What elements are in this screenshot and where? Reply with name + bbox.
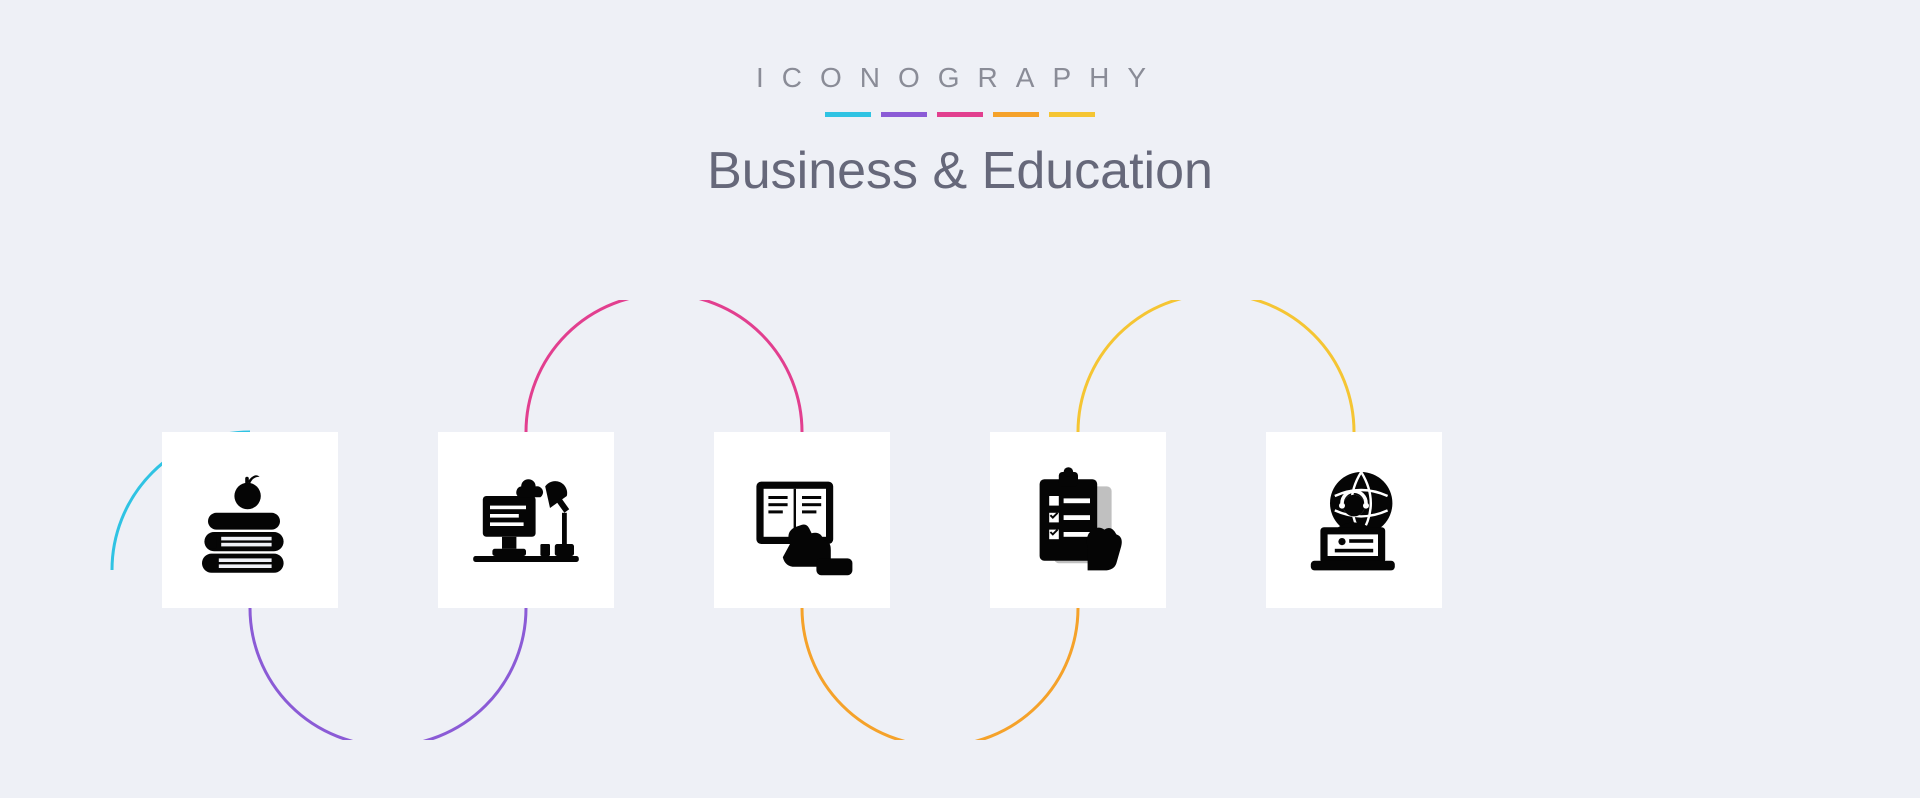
reading-book-hand-icon — [742, 460, 862, 580]
books-apple-icon — [190, 460, 310, 580]
accent-bar — [1049, 112, 1095, 117]
accent-bar — [937, 112, 983, 117]
icon-card — [714, 432, 890, 608]
icon-stage — [0, 300, 1920, 740]
icon-card — [438, 432, 614, 608]
accent-bars — [0, 112, 1920, 117]
accent-bar — [993, 112, 1039, 117]
clipboard-checklist-icon — [1018, 460, 1138, 580]
workstation-lamp-icon — [466, 460, 586, 580]
brand-label: ICONOGRAPHY — [0, 62, 1920, 94]
icon-card — [990, 432, 1166, 608]
online-support-globe-icon — [1294, 460, 1414, 580]
icon-card — [1266, 432, 1442, 608]
accent-bar — [825, 112, 871, 117]
accent-bar — [881, 112, 927, 117]
page-title: Business & Education — [0, 141, 1920, 201]
icon-card — [162, 432, 338, 608]
